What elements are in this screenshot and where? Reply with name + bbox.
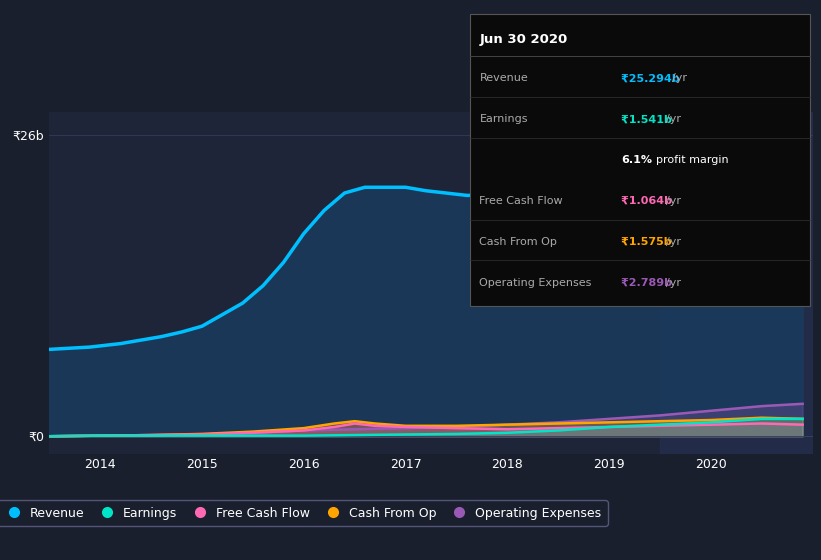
Text: /yr: /yr <box>666 278 681 288</box>
Bar <box>660 112 813 454</box>
Text: profit margin: profit margin <box>656 155 728 165</box>
Text: ₹1.575b: ₹1.575b <box>621 237 676 247</box>
Text: ₹25.294b: ₹25.294b <box>621 73 684 83</box>
Text: Cash From Op: Cash From Op <box>479 237 557 247</box>
Text: /yr: /yr <box>672 73 686 83</box>
Text: ₹1.541b: ₹1.541b <box>621 114 677 124</box>
Text: Earnings: Earnings <box>479 114 528 124</box>
Text: /yr: /yr <box>666 114 681 124</box>
Text: /yr: /yr <box>666 196 681 206</box>
Text: ₹1.064b: ₹1.064b <box>621 196 677 206</box>
Text: ₹2.789b: ₹2.789b <box>621 278 677 288</box>
Text: Revenue: Revenue <box>479 73 528 83</box>
Text: Operating Expenses: Operating Expenses <box>479 278 592 288</box>
Legend: Revenue, Earnings, Free Cash Flow, Cash From Op, Operating Expenses: Revenue, Earnings, Free Cash Flow, Cash … <box>0 501 608 526</box>
Text: 6.1%: 6.1% <box>621 155 653 165</box>
Text: /yr: /yr <box>666 237 681 247</box>
Text: Jun 30 2020: Jun 30 2020 <box>479 32 567 46</box>
Text: Free Cash Flow: Free Cash Flow <box>479 196 563 206</box>
